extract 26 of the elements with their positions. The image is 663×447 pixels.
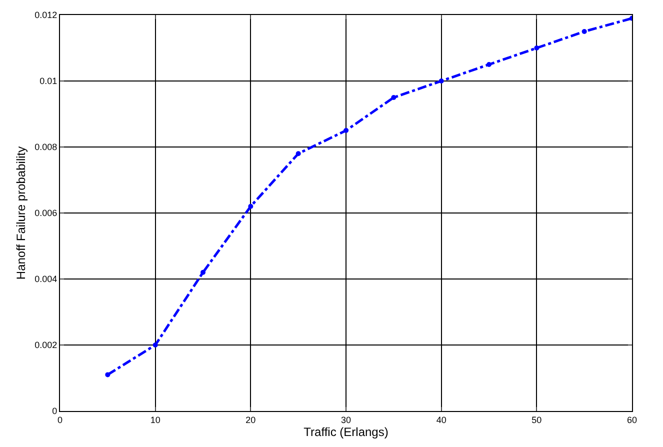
x-tick-label: 10 [150, 414, 160, 425]
point [105, 372, 110, 378]
y-tick-label: 0.004 [34, 274, 58, 284]
y-tick-label: 0 [52, 406, 58, 416]
point [391, 95, 396, 100]
y-tick-label: 0.01 [40, 76, 58, 86]
x-tick-label: 20 [246, 414, 256, 425]
x-tick-label: 60 [626, 414, 638, 425]
point [534, 46, 540, 50]
y-tick-label: 0.012 [34, 10, 58, 20]
x-axis-title: Traffic (Erlangs) [304, 424, 388, 439]
y-tick-label: 0.002 [34, 340, 58, 350]
point [200, 270, 206, 275]
point [248, 204, 254, 209]
y-tick-label: 0.008 [34, 142, 58, 152]
point [582, 29, 587, 34]
x-tick-label: 40 [436, 414, 446, 425]
point [344, 128, 348, 133]
y-axis-title: Hanoff Failure probability [14, 146, 28, 280]
point [152, 342, 158, 348]
y-tick-label: 0.006 [34, 208, 58, 218]
point [296, 151, 301, 156]
x-tick-label: 30 [340, 414, 352, 425]
x-tick-label: 50 [532, 414, 542, 425]
point [486, 62, 492, 67]
point [438, 78, 444, 84]
